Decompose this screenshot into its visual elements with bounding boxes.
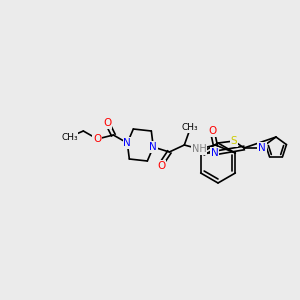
Text: NH: NH xyxy=(192,144,207,154)
Text: N: N xyxy=(123,138,131,148)
Text: CH₃: CH₃ xyxy=(61,133,78,142)
Text: O: O xyxy=(103,118,111,128)
Text: CH₃: CH₃ xyxy=(181,124,198,133)
Text: S: S xyxy=(231,136,237,146)
Text: O: O xyxy=(208,126,216,136)
Text: N: N xyxy=(258,143,266,153)
Text: O: O xyxy=(93,134,101,144)
Text: N: N xyxy=(149,142,157,152)
Text: N: N xyxy=(211,148,219,158)
Text: O: O xyxy=(157,161,165,171)
